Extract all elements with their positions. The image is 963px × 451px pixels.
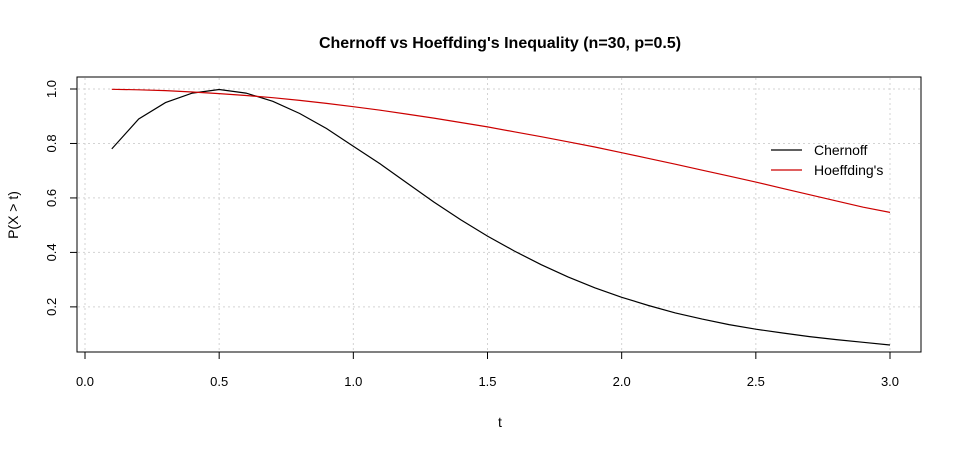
x-tick-label: 2.5	[747, 374, 765, 389]
y-tick-label: 0.2	[44, 298, 59, 316]
axes: 0.0 0.5 1.0 1.5 2.0 2.5 3.0 0.2 0.4 0.6 0.8 1.0	[44, 80, 899, 389]
plot-box	[76, 76, 922, 353]
x-tick-label: 0.0	[76, 374, 94, 389]
y-tick-label: 0.8	[44, 134, 59, 152]
legend-label: Hoeffding's	[814, 162, 883, 178]
x-tick-label: 1.0	[344, 374, 362, 389]
series-line-hoeffding-s	[111, 88, 891, 213]
x-tick-label: 0.5	[210, 374, 228, 389]
x-tick-label: 3.0	[881, 374, 899, 389]
series-line-chernoff	[111, 88, 891, 346]
legend: Chernoff Hoeffding's	[771, 142, 883, 178]
x-tick-label: 1.5	[478, 374, 496, 389]
x-axis-label: t	[498, 414, 502, 430]
legend-label: Chernoff	[814, 142, 868, 158]
y-tick-label: 0.6	[44, 189, 59, 207]
series-layer	[111, 88, 891, 346]
chart-title: Chernoff vs Hoeffding's Inequality (n=30…	[319, 35, 681, 52]
x-tick-label: 2.0	[613, 374, 631, 389]
y-tick-label: 1.0	[44, 80, 59, 98]
y-tick-label: 0.4	[44, 243, 59, 261]
grid	[78, 78, 920, 351]
y-axis-label: P(X > t)	[5, 191, 21, 239]
